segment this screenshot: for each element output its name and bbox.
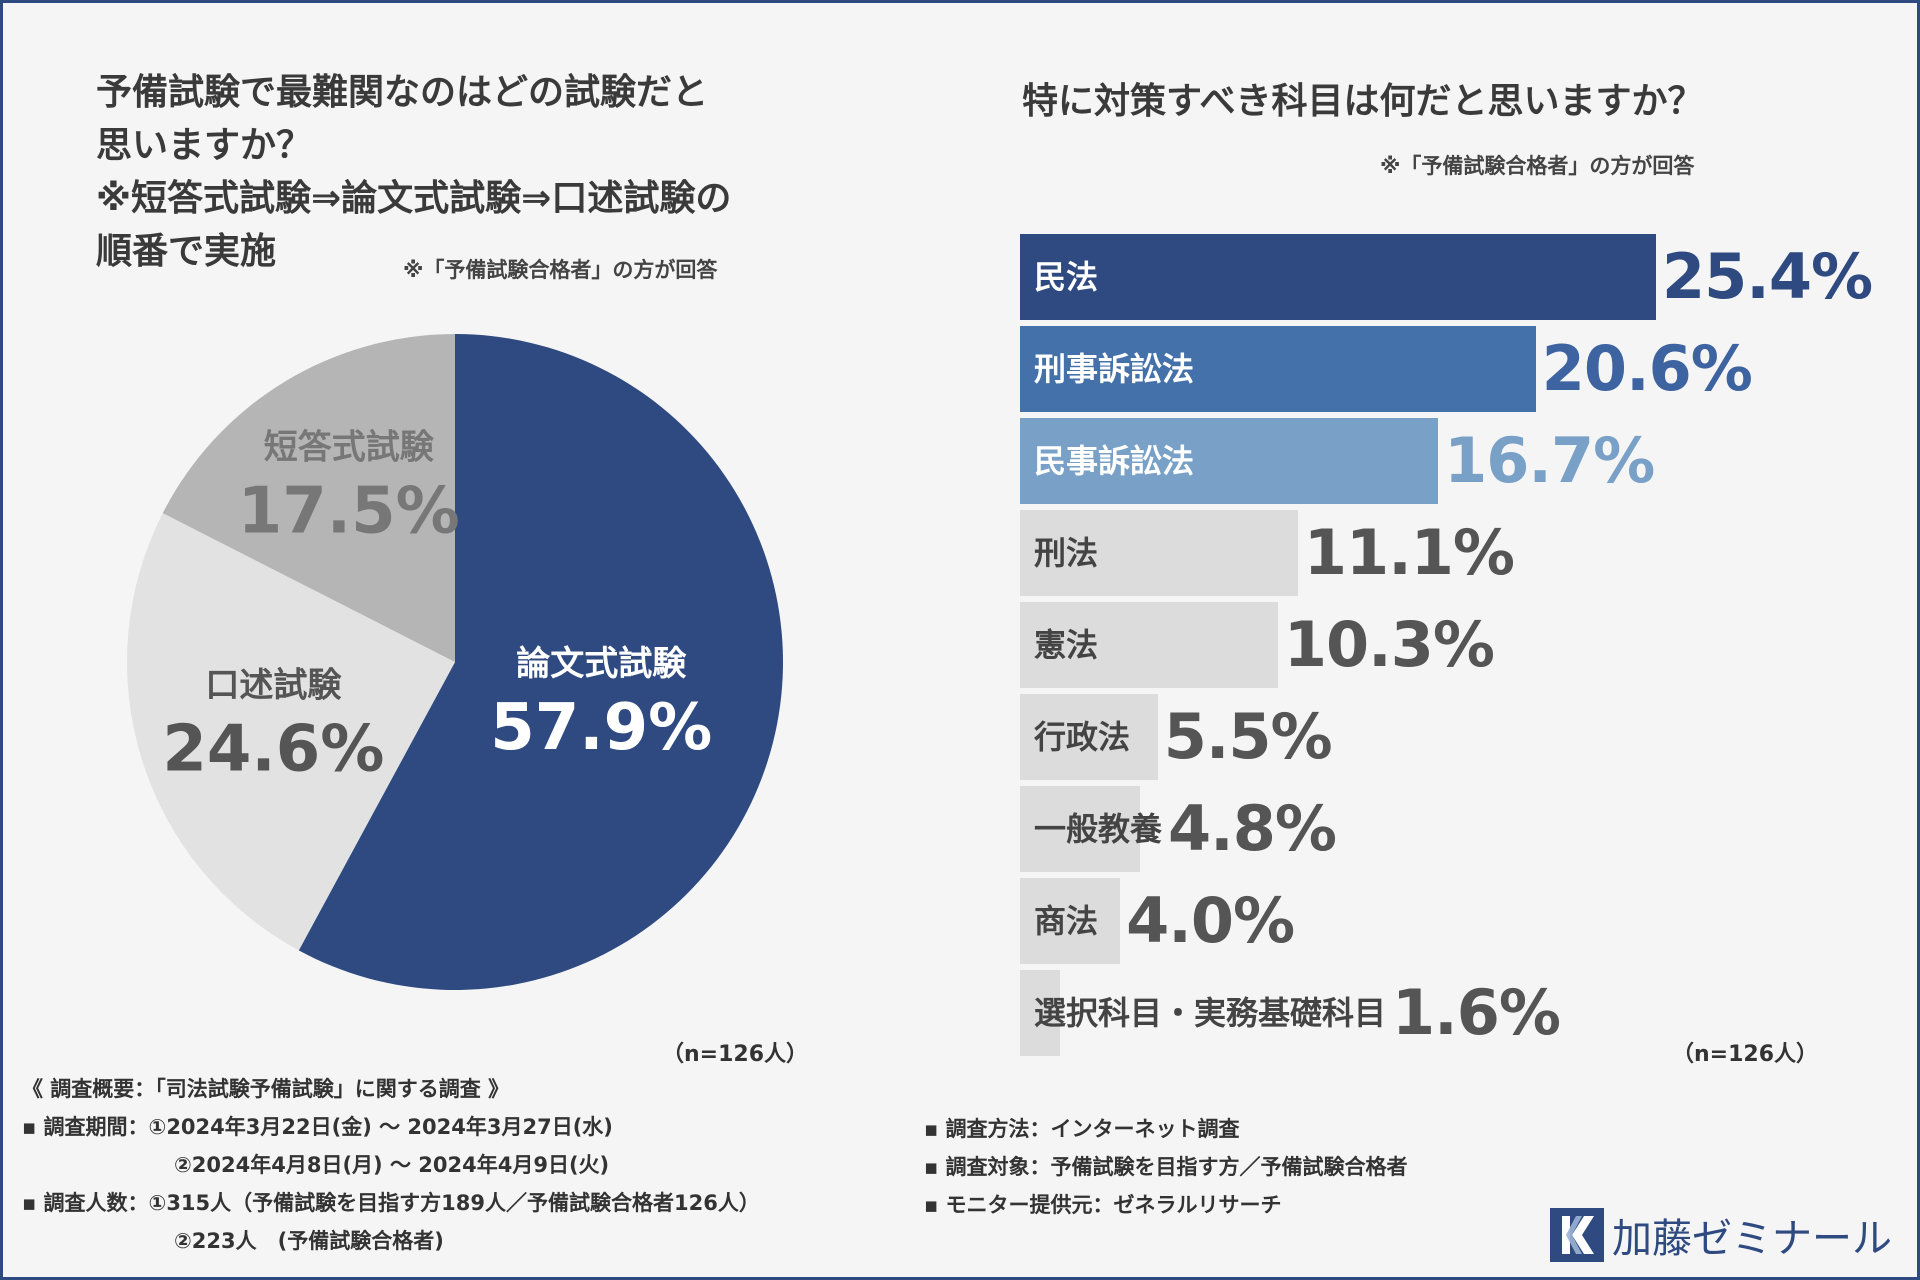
pie-title-line-2: 思いますか？ bbox=[96, 125, 313, 166]
pie-value-label: 24.6% bbox=[162, 713, 384, 787]
bar bbox=[1020, 694, 1158, 780]
survey-period-1: ▪ 調査期間：①2024年3月22日(金) 〜 2024年3月27日(水) bbox=[22, 1115, 613, 1139]
survey-overview: 《 調査概要：「司法試験予備試験」に関する調査 》 ▪ 調査期間：①2024年3… bbox=[22, 1070, 760, 1260]
pie-value-label: 17.5% bbox=[238, 475, 460, 549]
bar-category-label: 行政法 bbox=[1034, 718, 1131, 756]
pie-note: ※「予備試験合格者」の方が回答 bbox=[403, 258, 718, 282]
bar-category-label: 民法 bbox=[1034, 258, 1099, 296]
bar-category-label: 商法 bbox=[1034, 902, 1099, 940]
pie-slice-2 bbox=[162, 334, 455, 662]
survey-count-1: ▪ 調査人数：①315人（予備試験を目指す方189人／予備試験合格者126人） bbox=[22, 1191, 760, 1215]
pie-title-line-1: 予備試験で最難関なのはどの試験だと bbox=[96, 72, 709, 113]
bar bbox=[1020, 418, 1439, 504]
bar bbox=[1020, 326, 1536, 412]
survey-method: ▪ 調査方法：インターネット調査 bbox=[924, 1117, 1240, 1141]
survey-target: ▪ 調査対象：予備試験を目指す方／予備試験合格者 bbox=[924, 1155, 1408, 1179]
survey-heading: 《 調査概要：「司法試験予備試験」に関する調査 》 bbox=[22, 1077, 510, 1101]
bar-note: ※「予備試験合格者」の方が回答 bbox=[1380, 154, 1695, 178]
pie-slice-0 bbox=[298, 334, 783, 990]
pie-category-label: 短答式試験 bbox=[264, 428, 435, 468]
pie-category-label: 論文式試験 bbox=[516, 644, 687, 684]
bar bbox=[1020, 786, 1141, 872]
bar-value-label: 11.1% bbox=[1303, 516, 1515, 589]
bar-category-label: 刑事訴訟法 bbox=[1034, 350, 1195, 388]
survey-count-2: ②223人 (予備試験合格者) bbox=[174, 1229, 444, 1253]
bar-value-label: 5.5% bbox=[1163, 700, 1333, 773]
bar bbox=[1020, 510, 1298, 596]
bar-category-label: 一般教養 bbox=[1034, 810, 1163, 848]
bar-value-label: 25.4% bbox=[1662, 240, 1873, 313]
bar-n-label: （n=126人） bbox=[1672, 1042, 1819, 1067]
bar bbox=[1020, 602, 1278, 688]
bar bbox=[1020, 970, 1061, 1056]
pie-title: 予備試験で最難関なのはどの試験だと 思いますか？ ※短答式試験⇒論文式試験⇒口述… bbox=[96, 66, 856, 278]
bar bbox=[1020, 234, 1656, 320]
bar-value-label: 10.3% bbox=[1283, 608, 1495, 681]
logo-text: 加藤ゼミナール bbox=[1612, 1216, 1892, 1262]
survey-period-2: ②2024年4月8日(月) 〜 2024年4月9日(火) bbox=[174, 1153, 610, 1177]
pie-title-line-4: 順番で実施 bbox=[96, 231, 277, 272]
logo: 加藤ゼミナール bbox=[1550, 1206, 1892, 1264]
pie-title-line-3: ※短答式試験⇒論文式試験⇒口述試験の bbox=[96, 178, 732, 219]
bar-category-label: 憲法 bbox=[1034, 626, 1099, 664]
survey-details: ▪ 調査方法：インターネット調査 ▪ 調査対象：予備試験を目指す方／予備試験合格… bbox=[924, 1110, 1408, 1224]
bar-value-label: 20.6% bbox=[1541, 332, 1753, 405]
pie-n-label: （n=126人） bbox=[662, 1042, 809, 1067]
pie-chart: 論文式試験 57.9% 口述試験 24.6% 短答式試験 17.5% bbox=[126, 334, 783, 990]
bar bbox=[1020, 878, 1121, 964]
bar-category-label: 選択科目・実務基礎科目 bbox=[1034, 994, 1387, 1032]
survey-monitor: ▪ モニター提供元：ゼネラルリサーチ bbox=[924, 1193, 1282, 1217]
bar-value-label: 16.7% bbox=[1444, 424, 1655, 497]
bar-value-label: 4.0% bbox=[1126, 884, 1295, 957]
bar-chart: 民法 25.4% 刑事訴訟法 20.6% 民事訴訟法 16.7% 刑法 11.1% 憲法 10.3… bbox=[1020, 234, 1900, 1064]
bar-value-label: 1.6% bbox=[1392, 976, 1561, 1049]
bar-category-label: 民事訴訟法 bbox=[1034, 442, 1195, 480]
pie-value-label: 57.9% bbox=[490, 691, 712, 765]
bar-title: 特に対策すべき科目は何だと思いますか？ bbox=[1022, 81, 1704, 122]
logo-mark-icon bbox=[1550, 1208, 1604, 1262]
pie-category-label: 口述試験 bbox=[205, 666, 342, 706]
pie-slice-1 bbox=[126, 513, 455, 951]
bar-value-label: 4.8% bbox=[1168, 792, 1337, 865]
bar-category-label: 刑法 bbox=[1034, 534, 1099, 572]
